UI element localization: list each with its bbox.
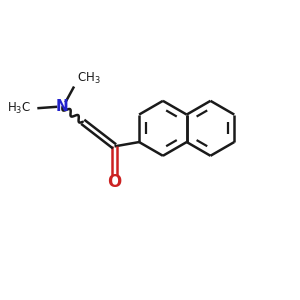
Text: CH$_3$: CH$_3$ <box>77 71 100 86</box>
Text: N: N <box>56 99 69 114</box>
Text: H$_3$C: H$_3$C <box>7 101 31 116</box>
Text: O: O <box>107 173 122 191</box>
